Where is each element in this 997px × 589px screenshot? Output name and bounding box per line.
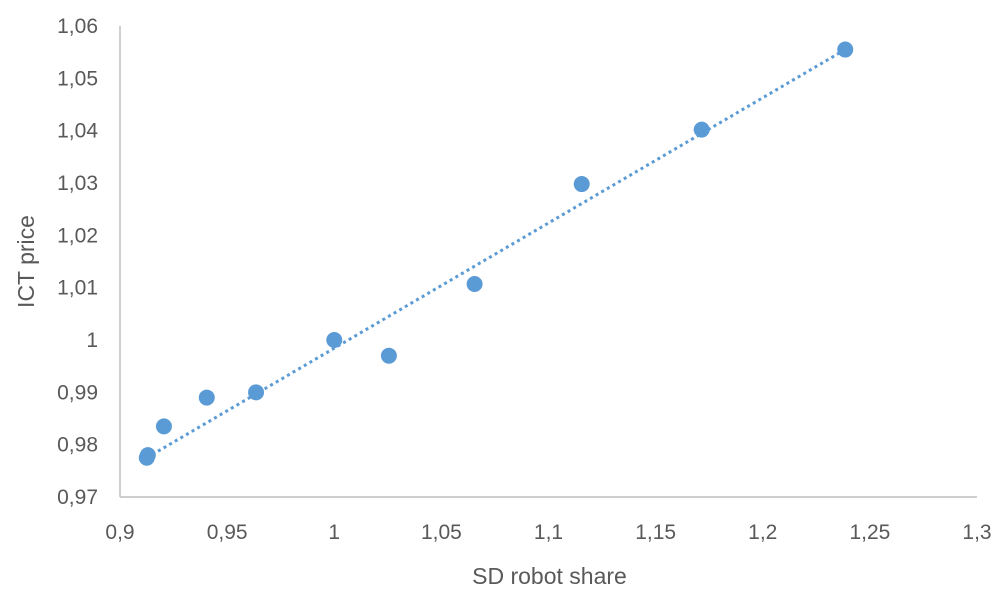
- y-tick-label: 0,99: [57, 381, 98, 404]
- x-tick-label: 1,1: [534, 521, 563, 544]
- x-tick-label: 1: [328, 521, 340, 544]
- x-tick-label: 0,9: [105, 521, 134, 544]
- data-point: [326, 332, 343, 348]
- data-point: [139, 447, 156, 464]
- trendline: [146, 48, 846, 460]
- data-point: [693, 121, 710, 138]
- y-tick-label: 1,02: [57, 224, 98, 247]
- y-tick-label: 1: [86, 329, 98, 352]
- x-tick-label: 0,95: [207, 521, 248, 544]
- y-tick-label: 0,97: [57, 486, 98, 509]
- x-axis-title: SD robot share: [472, 563, 627, 589]
- x-tick-label: 1,15: [635, 521, 676, 544]
- trendline-group: [146, 48, 846, 460]
- axes: [119, 26, 977, 498]
- y-tick-label: 1,01: [57, 277, 98, 300]
- y-tick-label: 1,04: [57, 120, 98, 143]
- x-tick-label: 1,05: [421, 521, 462, 544]
- y-axis-title: ICT price: [13, 215, 39, 308]
- y-tick-label: 1,06: [57, 15, 98, 38]
- y-tick-label: 1,03: [57, 172, 98, 195]
- x-tick-label: 1,25: [849, 521, 890, 544]
- data-point: [198, 389, 215, 406]
- y-tick-labels: 0,97 0,98 0,99 1 1,01 1,02 1,03 1,04 1,05 1,06: [57, 15, 98, 509]
- data-point: [155, 418, 172, 435]
- x-tick-label: 1,3: [962, 521, 991, 544]
- data-points: [138, 41, 854, 466]
- x-tick-labels: 0,9 0,95 1 1,05 1,1 1,15 1,2 1,25 1,3: [105, 521, 991, 544]
- y-tick-label: 0,98: [57, 434, 98, 457]
- x-tick-label: 1,2: [748, 521, 777, 544]
- data-point: [573, 176, 590, 193]
- data-point: [248, 384, 265, 401]
- data-point: [837, 41, 854, 58]
- y-tick-label: 1,05: [57, 67, 98, 90]
- data-point: [380, 347, 397, 364]
- data-point: [466, 276, 483, 293]
